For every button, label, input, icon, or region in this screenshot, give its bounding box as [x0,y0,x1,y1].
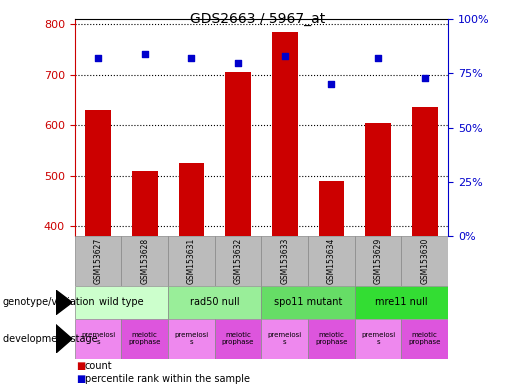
Text: GSM153634: GSM153634 [327,238,336,284]
Bar [355,236,401,286]
Bar [401,319,448,359]
Bar [225,72,251,236]
Text: rad50 null: rad50 null [190,297,239,308]
Point [94,55,102,61]
Text: meiotic
prophase: meiotic prophase [315,333,348,345]
Text: GSM153631: GSM153631 [187,238,196,284]
Bar [168,286,261,319]
Polygon shape [56,324,72,353]
Text: premeiosi
s: premeiosi s [174,333,209,345]
Text: count: count [85,361,113,371]
Text: GSM153630: GSM153630 [420,238,429,284]
Text: premeiosi
s: premeiosi s [361,333,395,345]
Bar [132,170,158,236]
Point [374,55,382,61]
Bar [261,236,308,286]
Bar [308,236,355,286]
Polygon shape [56,290,72,315]
Bar [401,236,448,286]
Text: meiotic
prophase: meiotic prophase [222,333,254,345]
Text: GDS2663 / 5967_at: GDS2663 / 5967_at [190,12,325,26]
Bar [355,319,401,359]
Bar [215,236,261,286]
Bar [261,319,308,359]
Bar [168,236,215,286]
Text: spo11 mutant: spo11 mutant [274,297,342,308]
Text: ■: ■ [76,374,85,384]
Bar [272,32,298,236]
Text: meiotic
prophase: meiotic prophase [129,333,161,345]
Point [281,53,289,59]
Text: wild type: wild type [99,297,144,308]
Bar [122,236,168,286]
Bar [261,286,355,319]
Text: premeiosi
s: premeiosi s [268,333,302,345]
Text: percentile rank within the sample: percentile rank within the sample [85,374,250,384]
Bar [355,286,448,319]
Point [187,55,196,61]
Text: GSM153627: GSM153627 [94,238,102,284]
Point [234,60,242,66]
Point [327,81,335,88]
Bar [215,319,261,359]
Bar [75,319,122,359]
Bar [412,108,438,236]
Bar [75,236,122,286]
Text: GSM153629: GSM153629 [373,238,383,284]
Text: GSM153628: GSM153628 [140,238,149,284]
Text: development stage: development stage [3,334,97,344]
Bar [365,122,391,236]
Bar [75,286,168,319]
Text: ■: ■ [76,361,85,371]
Bar [122,319,168,359]
Bar [85,110,111,236]
Text: premeiosi
s: premeiosi s [81,333,115,345]
Point [421,75,429,81]
Bar [179,163,204,236]
Point [141,51,149,57]
Text: GSM153633: GSM153633 [280,238,289,284]
Text: mre11 null: mre11 null [375,297,427,308]
Bar [168,319,215,359]
Text: meiotic
prophase: meiotic prophase [408,333,441,345]
Bar [319,180,344,236]
Bar [308,319,355,359]
Text: GSM153632: GSM153632 [233,238,243,284]
Text: genotype/variation: genotype/variation [3,297,95,308]
